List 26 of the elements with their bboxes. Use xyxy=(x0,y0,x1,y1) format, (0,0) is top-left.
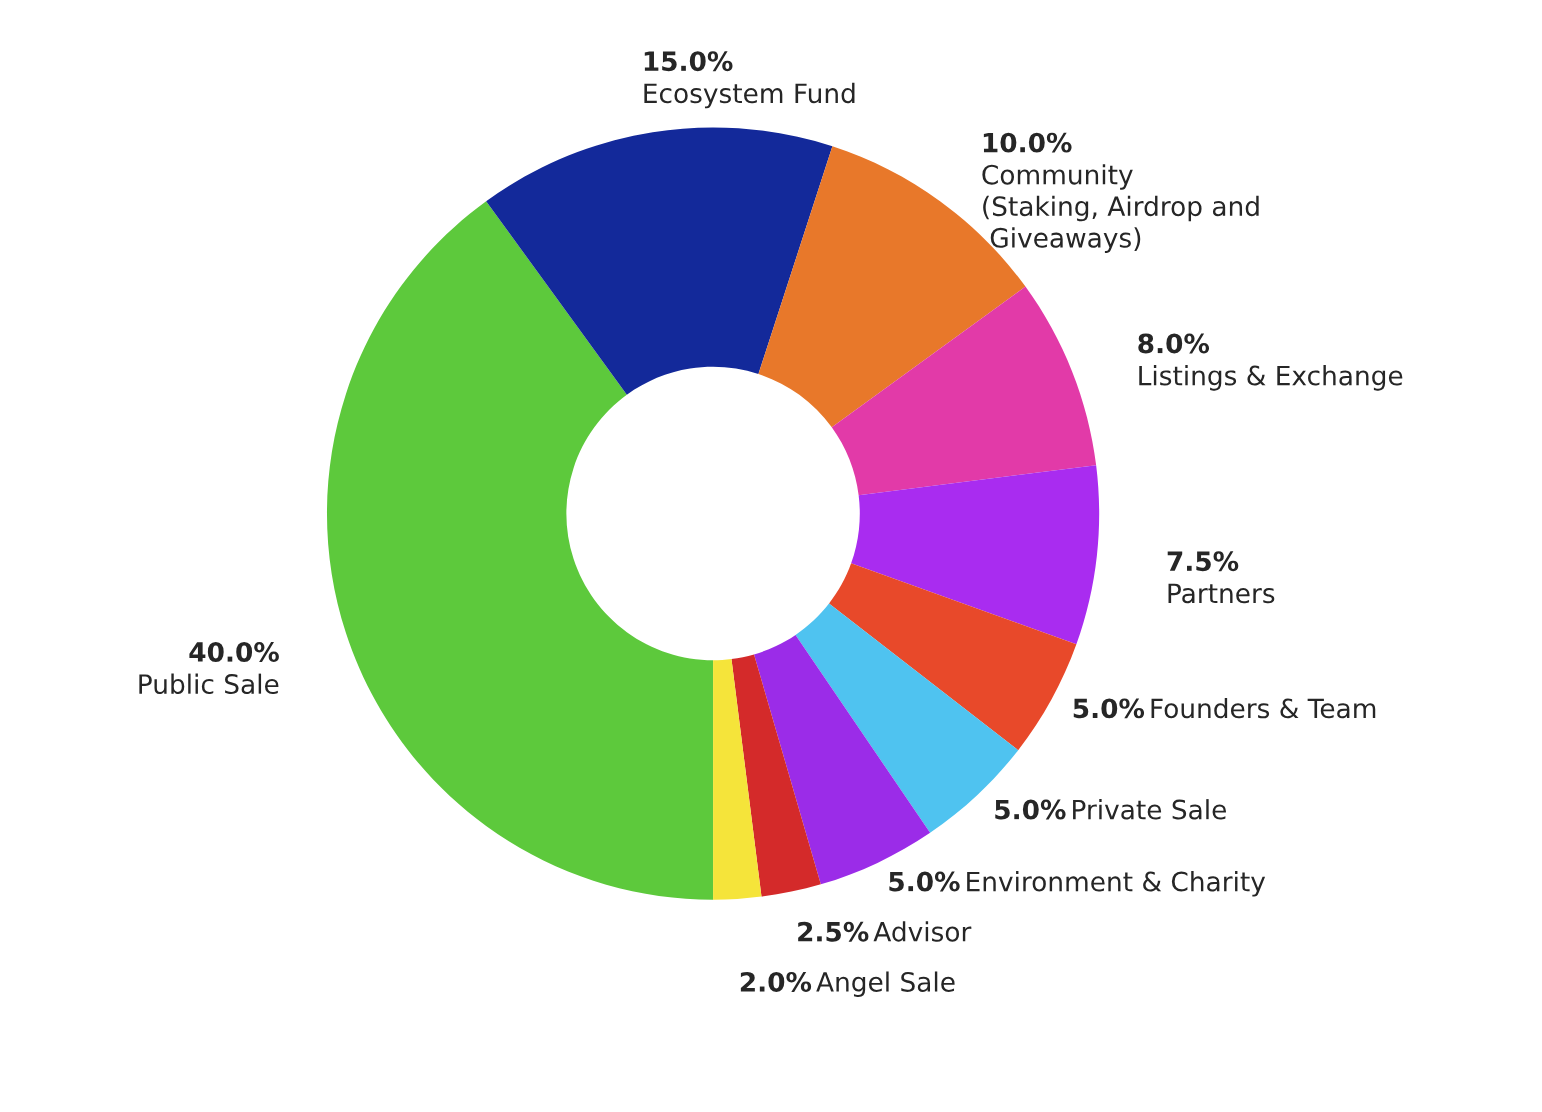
donut-slice xyxy=(486,127,833,395)
data-label: 40.0% xyxy=(189,642,279,662)
slice-label: Private Sale xyxy=(1073,799,1226,820)
data-label: 5.0% xyxy=(995,799,1066,820)
data-label: 2.0% xyxy=(740,971,812,992)
data-label: 15.0% xyxy=(644,51,733,72)
slice-label: Ecosystem Fund xyxy=(644,82,855,109)
slice-label: Environment & Charity xyxy=(967,871,1266,897)
slice-label: Public Sale xyxy=(139,673,279,695)
slice-label: Angel Sale xyxy=(816,971,955,998)
donut-slice xyxy=(851,465,1100,645)
slice-label: Listings & Exchange xyxy=(1139,365,1403,391)
slice-label: Advisor xyxy=(873,921,972,942)
donut-slice xyxy=(326,201,714,900)
slice-label: Partners xyxy=(1168,583,1275,604)
data-label: 5.0% xyxy=(889,871,960,892)
data-label: 2.5% xyxy=(798,921,869,942)
data-label: 7.5% xyxy=(1167,551,1239,572)
data-label: 8.0% xyxy=(1138,333,1210,354)
data-label: 5.0% xyxy=(1073,698,1145,719)
slice-label: Community (Staking, Airdrop and Giveaways) xyxy=(982,164,1259,253)
donut-slice xyxy=(831,286,1097,496)
donut-slice xyxy=(713,659,762,900)
donut-slice xyxy=(731,654,821,897)
data-label: 10.0% xyxy=(983,132,1072,153)
slice-label: Founders & Team xyxy=(1151,697,1376,719)
